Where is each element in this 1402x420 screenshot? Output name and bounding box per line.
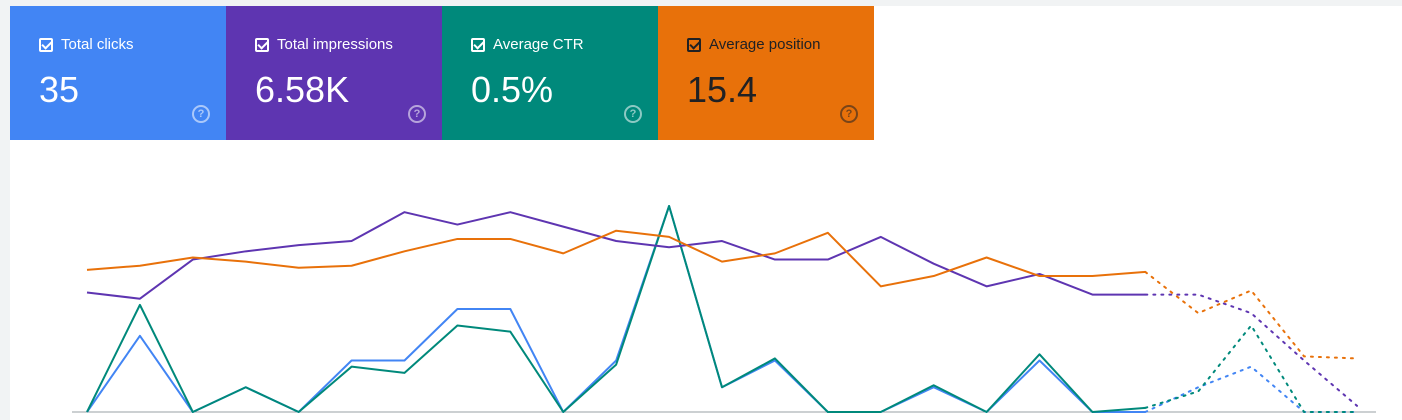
series-line-projection-2	[1144, 293, 1358, 407]
metric-card-average-ctr[interactable]: Average CTR 0.5% ?	[442, 6, 658, 140]
checkbox-icon[interactable]	[255, 38, 269, 52]
metric-cards: Total clicks 35 ? Total impressions 6.58…	[10, 6, 874, 140]
series-line-2	[86, 211, 1146, 300]
checkbox-icon[interactable]	[687, 38, 701, 52]
metric-value: 15.4	[687, 69, 758, 110]
series-line-1	[86, 205, 1146, 413]
metric-value: 6.58K	[255, 69, 350, 110]
metric-label: Average CTR	[493, 36, 584, 53]
metric-value: 35	[39, 69, 80, 110]
help-icon[interactable]: ?	[840, 105, 858, 123]
performance-chart	[72, 205, 1376, 413]
metric-card-total-clicks[interactable]: Total clicks 35 ?	[10, 6, 226, 140]
series-line-projection-3	[1144, 270, 1358, 360]
metric-label: Average position	[709, 36, 821, 53]
help-icon[interactable]: ?	[408, 105, 426, 123]
checkbox-icon[interactable]	[471, 38, 485, 52]
metric-label: Total clicks	[61, 36, 134, 53]
series-line-0	[86, 205, 1146, 413]
checkbox-icon[interactable]	[39, 38, 53, 52]
metric-value: 0.5%	[471, 69, 554, 110]
series-line-3	[86, 229, 1146, 288]
help-icon[interactable]: ?	[192, 105, 210, 123]
series-line-projection-0	[1144, 365, 1358, 413]
metric-card-average-position[interactable]: Average position 15.4 ?	[658, 6, 874, 140]
help-icon[interactable]: ?	[624, 105, 642, 123]
series-line-projection-1	[1144, 323, 1358, 413]
performance-panel: Total clicks 35 ? Total impressions 6.58…	[10, 6, 1402, 420]
metric-card-total-impressions[interactable]: Total impressions 6.58K ?	[226, 6, 442, 140]
metric-label: Total impressions	[277, 36, 393, 53]
